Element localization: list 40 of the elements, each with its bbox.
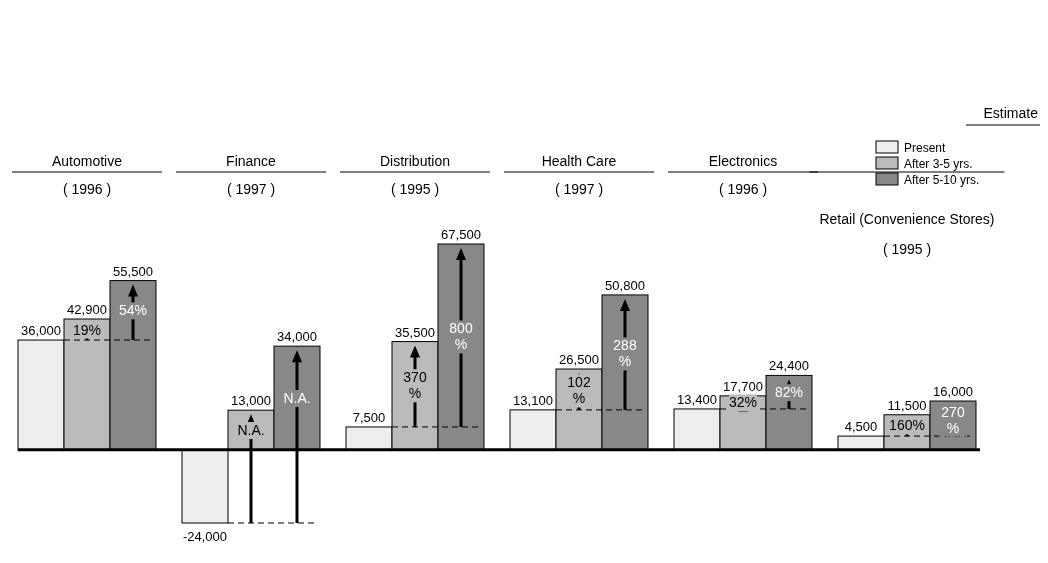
data-label: 7,500 bbox=[352, 409, 386, 425]
data-label: 42,900 bbox=[67, 302, 107, 318]
data-label: 35,500 bbox=[395, 324, 435, 340]
annotation: N.A. bbox=[283, 389, 311, 406]
annotation: 102 % bbox=[567, 374, 591, 407]
x-tick-label: Distribution ( 1995 ) bbox=[379, 153, 451, 197]
x-tick-label: Health Care ( 1997 ) bbox=[541, 153, 617, 197]
data-label: 4,500 bbox=[844, 419, 878, 435]
data-label: 67,500 bbox=[441, 227, 481, 242]
data-label: 13,000 bbox=[231, 393, 271, 409]
x-tick-label: Finance ( 1997 ) bbox=[226, 153, 277, 197]
legend-label: After 3-5 yrs. bbox=[904, 157, 973, 171]
data-label: 17,700 bbox=[723, 378, 763, 394]
annotation: 370 % bbox=[403, 369, 427, 402]
data-label: 36,000 bbox=[21, 323, 61, 339]
legend-title: Estimate bbox=[983, 105, 1039, 121]
annotation: 82% bbox=[774, 384, 804, 401]
data-label: 16,000 bbox=[933, 384, 973, 400]
data-label: 34,000 bbox=[277, 329, 317, 345]
data-label: 50,800 bbox=[605, 277, 645, 293]
annotation: 160% bbox=[889, 417, 925, 434]
annotation: 288 % bbox=[613, 337, 637, 370]
data-label: 26,500 bbox=[559, 352, 599, 368]
data-label: 24,400 bbox=[769, 358, 809, 374]
annotation: 800 % bbox=[449, 320, 473, 353]
data-label: 11,500 bbox=[887, 397, 927, 413]
x-tick-label: Automotive ( 1996 ) bbox=[51, 153, 123, 197]
data-label: 13,100 bbox=[513, 392, 553, 408]
annotation: N.A. bbox=[237, 422, 265, 438]
legend-label: Present bbox=[904, 141, 947, 155]
data-label: 13,400 bbox=[677, 391, 717, 407]
x-tick-label: Retail (Convenience Stores) ( 1995 ) bbox=[819, 211, 995, 257]
data-label: -24,000 bbox=[182, 529, 228, 544]
annotation: 32% bbox=[728, 394, 758, 411]
x-tick-label: Electronics ( 1996 ) bbox=[708, 153, 778, 197]
data-label: 55,500 bbox=[113, 263, 153, 279]
annotation: 270 % bbox=[941, 403, 965, 436]
legend-label: After 5-10 yrs. bbox=[904, 173, 980, 187]
annotation: 54% bbox=[118, 302, 148, 319]
annotation: 19% bbox=[72, 321, 102, 338]
